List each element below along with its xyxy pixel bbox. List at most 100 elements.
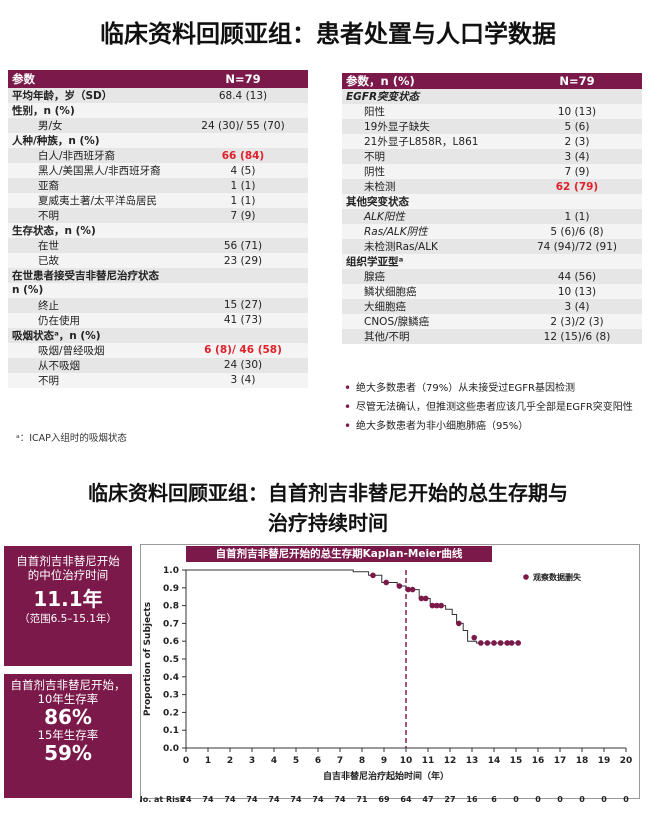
x-tick-label: 10 (400, 756, 413, 766)
x-tick-label: 16 (532, 756, 545, 766)
row-label: 19外显子缺失 (342, 119, 512, 134)
censored-point (491, 640, 497, 646)
x-tick-label: 4 (271, 756, 277, 766)
at-risk-value: 74 (334, 795, 346, 804)
row-label: 平均年龄，岁（SD） (8, 88, 178, 103)
x-tick-label: 18 (576, 756, 589, 766)
y-tick-label: 0.3 (163, 691, 179, 701)
row-label: 黑人/美国黑人/非西班牙裔 (8, 163, 178, 178)
censored-point (423, 595, 429, 602)
mutation-header-cell: 参数，n (%) (342, 73, 512, 89)
table-row: 组织学亚型ᵃ (342, 254, 642, 269)
row-value: 3 (4) (512, 149, 642, 164)
table-row: 终止 15 (27) (8, 297, 308, 313)
at-risk-value: 27 (444, 795, 455, 804)
x-tick-label: 9 (381, 756, 387, 766)
row-value (512, 194, 642, 209)
row-value: 2 (3) (512, 134, 642, 149)
row-value: 56 (71) (178, 238, 308, 253)
row-value (178, 133, 308, 148)
table-row: n (%) (8, 283, 308, 298)
survival-rate-label-1: 自首剂吉非替尼开始， (10, 678, 126, 692)
y-tick-label: 0.7 (163, 619, 179, 629)
at-risk-value: 0 (557, 795, 563, 804)
table-row: 白人/非西班牙裔 66 (84) (8, 148, 308, 163)
median-duration-label-1: 自首剂吉非替尼开始 (16, 554, 120, 568)
y-tick-label: 0.6 (163, 637, 179, 647)
row-value: 44 (56) (512, 269, 642, 284)
page-title-bottom: 临床资料回顾亚组：自首剂吉非替尼开始的总生存期与 治疗持续时间 (0, 478, 656, 538)
x-tick-label: 3 (249, 756, 255, 766)
table-row: 仍在使用 41 (73) (8, 312, 308, 328)
table-row: 夏威夷土著/太平洋岛居民 1 (1) (8, 193, 308, 208)
table-row: 亚裔 1 (1) (8, 178, 308, 193)
at-risk-value: 74 (202, 795, 214, 804)
bullet-item: 尽管无法确认，但推测这些患者应该几乎全部是EGFR突变阳性 (342, 401, 642, 414)
row-label: 在世 (8, 238, 178, 253)
row-value: 7 (9) (178, 208, 308, 223)
x-axis-label: 自吉非替尼治疗起始时间（年） (323, 770, 449, 782)
row-value: 62 (79) (512, 179, 642, 194)
x-tick-label: 12 (444, 756, 457, 766)
row-label: 鳞状细胞癌 (342, 284, 512, 299)
legend-label: 观察数据删失 (533, 572, 582, 582)
x-tick-label: 11 (422, 756, 435, 766)
row-value: 74 (94)/72 (91) (512, 239, 642, 254)
x-tick-label: 0 (183, 756, 189, 766)
table-row: CNOS/腺鳞癌 2 (3)/2 (3) (342, 314, 642, 329)
x-tick-label: 2 (227, 756, 233, 766)
demographics-table: 参数 N=79 平均年龄，岁（SD） 68.4 (13) 性别，n (%) 男/女 24 (… (8, 70, 308, 388)
row-value: 4 (5) (178, 163, 308, 178)
table-row: 鳞状细胞癌 10 (13) (342, 284, 642, 299)
row-label: 腺癌 (342, 269, 512, 284)
row-value (178, 268, 308, 283)
censored-point (434, 602, 440, 609)
x-tick-label: 6 (315, 756, 321, 766)
row-value (512, 254, 642, 269)
table-row: 大细胞癌 3 (4) (342, 299, 642, 314)
y-tick-label: 0.9 (163, 584, 179, 594)
table-row: 不明 3 (4) (342, 149, 642, 164)
at-risk-value: 47 (422, 795, 433, 804)
title-line-1: 临床资料回顾亚组：自首剂吉非替尼开始的总生存期与 (88, 481, 568, 505)
y-axis-label: Proportion of Subjects (143, 602, 153, 716)
censored-point (418, 595, 425, 602)
at-risk-value: 0 (579, 795, 585, 804)
row-label: 未检测 (342, 179, 512, 194)
row-value: 6 (8)/ 46 (58) (178, 342, 308, 358)
table-row: 在世患者接受吉非替尼治疗状态 (8, 268, 308, 283)
median-duration-range: （范围6.5–15.1年） (19, 613, 117, 625)
row-label: 亚裔 (8, 178, 178, 193)
row-label: 不明 (8, 372, 178, 388)
censored-point (405, 586, 412, 593)
at-risk-value: 69 (378, 795, 390, 804)
row-value: 23 (29) (178, 253, 308, 268)
bullet-item: 绝大多数患者为非小细胞肺癌（95%） (342, 420, 642, 433)
row-value: 1 (1) (178, 193, 308, 208)
row-label: 夏威夷土著/太平洋岛居民 (8, 193, 178, 208)
table-row: 其他/不明 12 (15)/6 (8) (342, 329, 642, 344)
row-label: 21外显子L858R，L861 (342, 134, 512, 149)
x-tick-label: 5 (293, 756, 299, 766)
survival-rate-label-2: 10年生存率 (37, 692, 99, 706)
at-risk-value: 74 (268, 795, 280, 804)
row-label: 阴性 (342, 164, 512, 179)
row-value (178, 223, 308, 238)
survival-15yr-value: 59% (44, 741, 92, 765)
row-label: 从不吸烟 (8, 357, 178, 373)
km-chart-title: 自首剂吉非替尼开始的总生存期Kaplan-Meier曲线 (186, 546, 492, 562)
at-risk-value: 74 (312, 795, 324, 804)
row-label: EGFR突变状态 (342, 89, 512, 104)
x-tick-label: 1 (205, 756, 211, 766)
row-label: 在世患者接受吉非替尼治疗状态 (8, 268, 178, 283)
table-row: 19外显子缺失 5 (6) (342, 119, 642, 134)
table-row: Ras/ALK阴性 5 (6)/6 (8) (342, 224, 642, 239)
row-value: 10 (13) (512, 284, 642, 299)
row-label: ALK阳性 (342, 209, 512, 224)
row-label: 人种/种族，n (%) (8, 133, 178, 148)
km-survival-chart: 0.00.10.20.30.40.50.60.70.80.91.00 1 2 3 4 5 6… (140, 566, 632, 804)
at-risk-value: 0 (513, 795, 519, 804)
footnote: ᵃ：ICAP入组时的吸烟状态 (16, 433, 127, 444)
table-row: 阳性 10 (13) (342, 104, 642, 119)
x-tick-label: 15 (510, 756, 523, 766)
